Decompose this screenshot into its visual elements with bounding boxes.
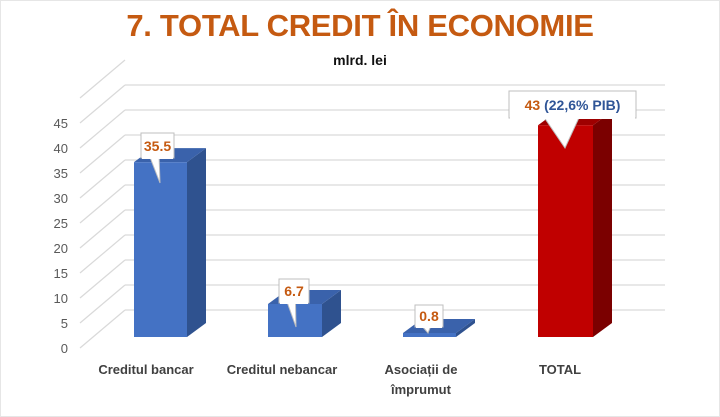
category-label: împrumut: [390, 382, 452, 397]
gridline-diagonal: [79, 159, 126, 199]
bar-side: [593, 111, 612, 337]
data-label-0: 35.5: [140, 132, 175, 184]
gridline-diagonal: [79, 309, 126, 349]
y-tick-label: 35: [54, 166, 68, 181]
gridline-diagonal: [79, 284, 126, 324]
chart-subtitle: mlrd. lei: [333, 52, 387, 68]
bars: [134, 111, 612, 337]
x-axis-categories: Creditul bancar Creditul nebancar Asocia…: [98, 362, 581, 397]
data-label-text: 0.8: [419, 308, 439, 324]
category-label: Asociații de: [385, 362, 458, 377]
bar-front: [538, 125, 593, 337]
y-tick-label: 30: [54, 191, 68, 206]
category-label: Creditul bancar: [98, 362, 193, 377]
data-label-1: 6.7: [278, 278, 310, 328]
y-axis-ticks: 0 5 10 15 20 25 30 35 40 45: [54, 116, 68, 356]
bar-front: [403, 333, 456, 337]
category-label: TOTAL: [539, 362, 581, 377]
chart-title: 7. TOTAL CREDIT ÎN ECONOMIE: [126, 8, 594, 43]
gridline-diagonal: [79, 259, 126, 299]
y-tick-label: 45: [54, 116, 68, 131]
y-tick-label: 10: [54, 291, 68, 306]
category-label: Creditul nebancar: [227, 362, 338, 377]
bar-0: [134, 148, 206, 337]
y-tick-label: 40: [54, 141, 68, 156]
gridline-diagonal: [79, 109, 126, 149]
gridline-diagonal: [79, 184, 126, 224]
bar-front: [134, 162, 187, 337]
y-tick-label: 0: [61, 341, 68, 356]
data-labels: 35.5 6.7 0.8 43 (22,6% PIB): [140, 90, 637, 334]
gridline-diagonal: [79, 134, 126, 174]
data-label-3: 43 (22,6% PIB): [508, 90, 637, 150]
gridline-diagonal: [79, 209, 126, 249]
gridline-diagonal: [79, 234, 126, 274]
gridline-diagonal: [79, 59, 126, 99]
gridline-diagonal: [79, 84, 126, 124]
data-label-text: 6.7: [284, 283, 304, 299]
bar-side: [322, 290, 341, 337]
y-tick-label: 5: [61, 316, 68, 331]
bar-side: [456, 319, 475, 337]
bar-side: [187, 148, 206, 337]
y-tick-label: 25: [54, 216, 68, 231]
data-label-2: 0.8: [414, 304, 444, 334]
data-label-text: 43 (22,6% PIB): [525, 97, 621, 113]
y-tick-label: 15: [54, 266, 68, 281]
bar-3: [538, 111, 612, 337]
y-tick-label: 20: [54, 241, 68, 256]
data-label-text: 35.5: [144, 138, 171, 154]
